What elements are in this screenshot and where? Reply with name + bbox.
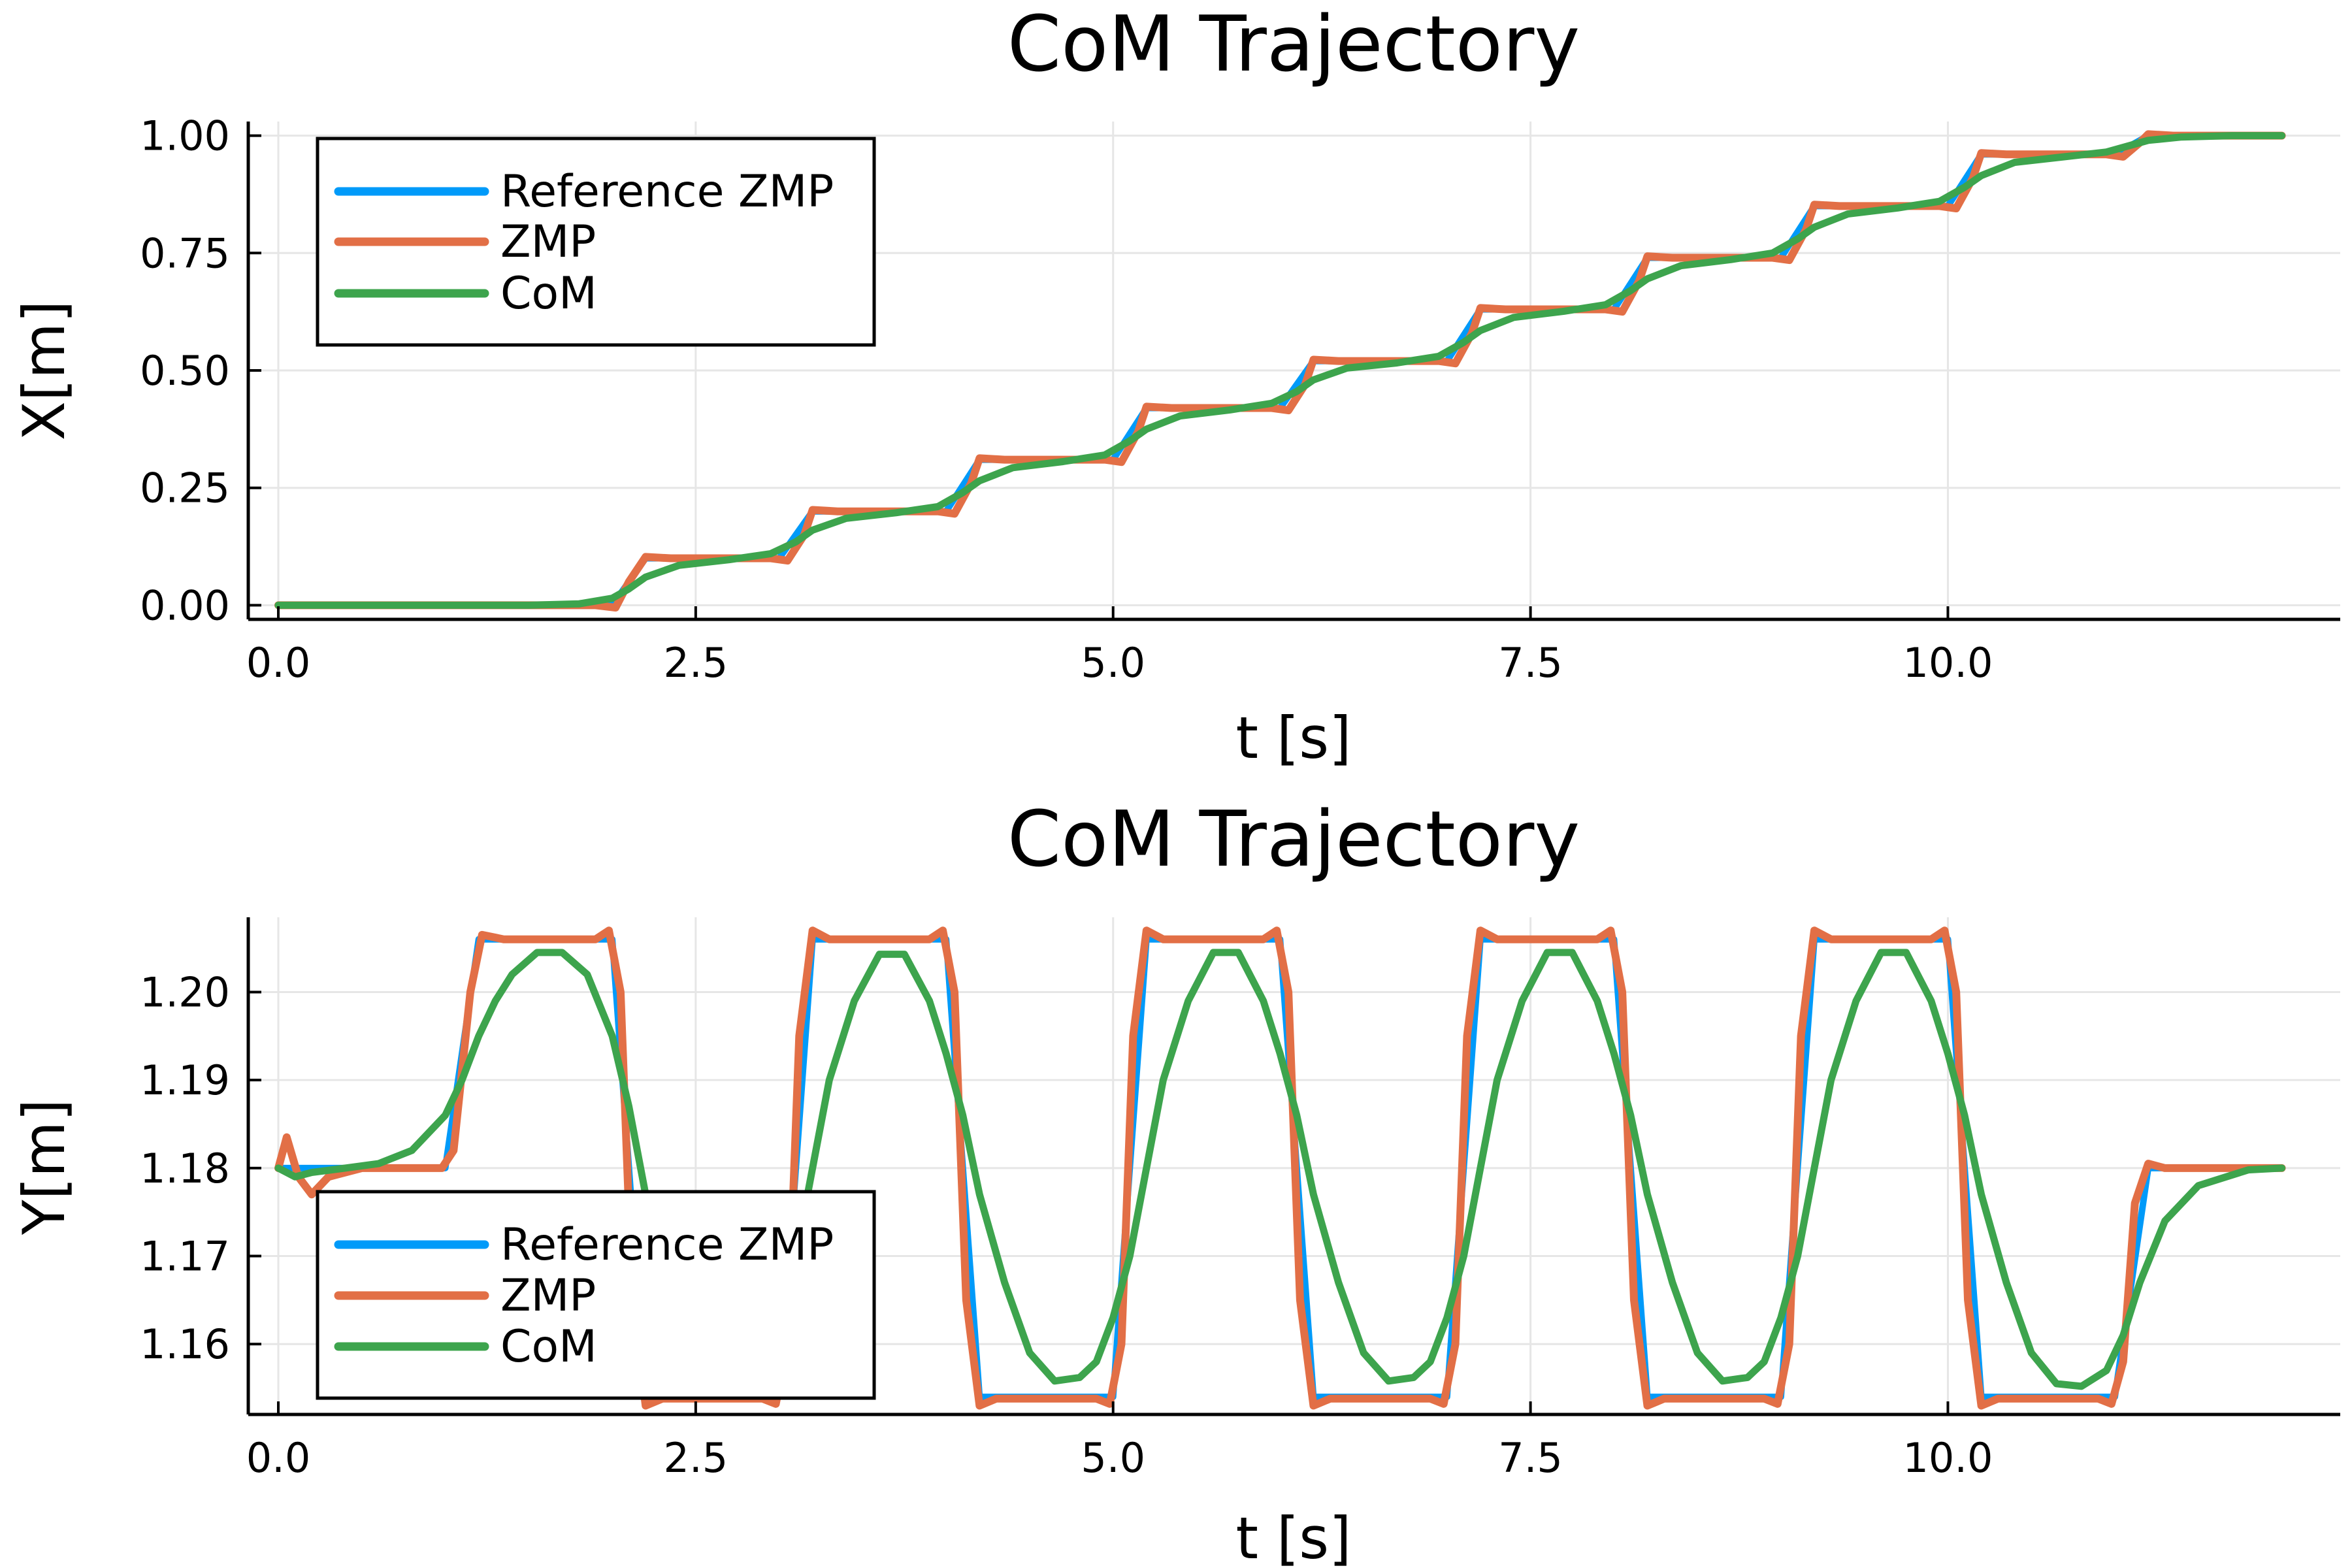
- y-tick-label: 0.25: [140, 465, 230, 512]
- legend: Reference ZMP ZMP CoM: [316, 137, 876, 347]
- x-tick-label: 0.0: [246, 639, 311, 687]
- legend-label-reference-zmp: Reference ZMP: [500, 1219, 834, 1271]
- x-tick-label: 10.0: [1903, 1434, 1993, 1482]
- series-line-com: [274, 949, 2286, 1390]
- legend-label-com: CoM: [500, 268, 597, 319]
- y-tick-label: 0.00: [140, 581, 230, 629]
- subplot-x-trajectory: CoM Trajectory 0.0 2.5 5.0 7.5 10.0 0.00 0.25 0…: [10, 0, 2340, 772]
- x-axis-label: t [s]: [1236, 1505, 1352, 1568]
- legend-label-reference-zmp: Reference ZMP: [500, 166, 834, 218]
- legend-label-com: CoM: [500, 1321, 597, 1373]
- x-tick-label: 2.5: [664, 639, 728, 687]
- y-tick-label: 1.17: [140, 1233, 230, 1281]
- legend-label-zmp: ZMP: [500, 1270, 596, 1322]
- chart-title: CoM Trajectory: [1007, 794, 1580, 884]
- x-tick-label: 5.0: [1081, 1434, 1145, 1482]
- legend: Reference ZMP ZMP CoM: [316, 1190, 876, 1400]
- y-axis-label: X[m]: [10, 301, 78, 441]
- x-tick-label: 7.5: [1498, 639, 1563, 687]
- legend-label-zmp: ZMP: [500, 216, 596, 268]
- y-tick-label: 1.20: [140, 968, 230, 1016]
- y-tick-label: 1.00: [140, 112, 230, 160]
- x-tick-label: 7.5: [1498, 1434, 1563, 1482]
- series-line-com: [274, 132, 2286, 609]
- x-tick-label: 0.0: [246, 1434, 311, 1482]
- subplot-y-trajectory: CoM Trajectory 0.0 2.5 5.0 7.5 10.0 1.16 1.17 1…: [10, 794, 2340, 1568]
- x-tick-label: 10.0: [1903, 639, 1993, 687]
- chart-title: CoM Trajectory: [1007, 0, 1580, 89]
- x-tick-label: 2.5: [664, 1434, 728, 1482]
- y-tick-label: 1.16: [140, 1320, 230, 1368]
- y-tick-label: 0.75: [140, 229, 230, 277]
- y-tick-label: 1.18: [140, 1145, 230, 1192]
- series-line-zmp: [274, 926, 2286, 1410]
- y-tick-label: 0.50: [140, 347, 230, 395]
- y-axis-label: Y[m]: [10, 1099, 78, 1235]
- y-tick-label: 1.19: [140, 1056, 230, 1104]
- x-axis-label: t [s]: [1236, 704, 1352, 772]
- x-tick-label: 5.0: [1081, 639, 1145, 687]
